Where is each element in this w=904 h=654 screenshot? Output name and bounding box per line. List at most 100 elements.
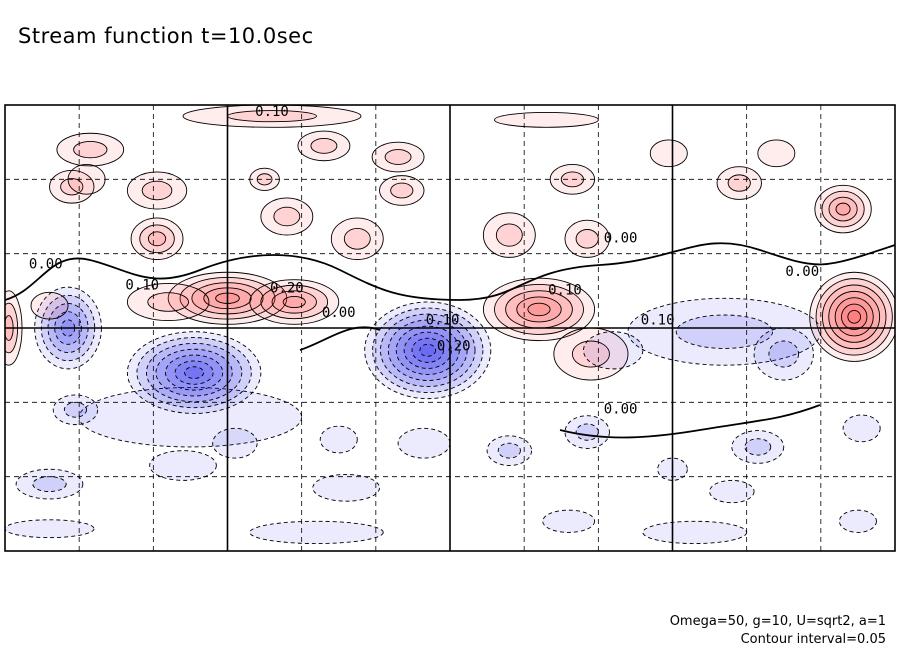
parameters-note: Omega=50, g=10, U=sqrt2, a=1 — [669, 614, 886, 629]
contour-label: 0.00 — [322, 305, 356, 321]
contour-line — [571, 340, 610, 368]
contour-line — [828, 290, 881, 343]
negative-contour-feature — [842, 414, 881, 443]
contour-line — [73, 140, 108, 159]
contour-line — [542, 509, 596, 533]
contour-line — [486, 435, 533, 466]
negative-contour-feature — [364, 301, 492, 400]
contour-line — [495, 223, 523, 247]
positive-contour-feature — [809, 271, 895, 362]
plot-frame — [4, 104, 896, 552]
positive-contour-feature — [649, 139, 688, 168]
contour-line — [56, 132, 125, 167]
positive-contour-feature — [330, 217, 384, 261]
contour-line — [330, 217, 384, 261]
contour-line — [310, 137, 338, 154]
contour-line — [212, 427, 258, 459]
contour-line — [821, 284, 887, 350]
negative-contour-feature — [709, 479, 755, 504]
negative-contour-feature — [731, 430, 785, 464]
contour-line — [847, 310, 862, 324]
positive-contour-feature — [371, 141, 425, 173]
contour-line — [184, 366, 205, 379]
contour-line — [757, 139, 796, 168]
contour-line — [397, 427, 451, 459]
contour-line — [249, 520, 384, 545]
contour-line — [384, 149, 412, 165]
contour-line — [731, 430, 785, 464]
positive-contour-feature — [49, 169, 95, 204]
contour-line — [575, 423, 599, 441]
contour-line — [768, 340, 800, 368]
positive-contour-feature — [494, 111, 599, 128]
contour-line — [835, 202, 851, 216]
contour-line — [63, 401, 88, 418]
contour-label: 0.00 — [604, 401, 638, 417]
contour-line — [147, 292, 190, 312]
negative-contour-feature — [627, 297, 822, 366]
contour-line — [716, 166, 762, 200]
contour-line — [147, 231, 167, 247]
positive-contour-feature — [249, 167, 280, 191]
chart-title: Stream function t=10.0sec — [18, 24, 314, 48]
contour-line — [312, 473, 380, 502]
negative-contour-feature — [542, 509, 596, 533]
contour-label: 0.10 — [125, 277, 159, 293]
negative-contour-feature — [312, 473, 380, 502]
contour-line — [126, 282, 210, 322]
contour-line — [282, 295, 306, 309]
positive-contour-feature — [564, 219, 610, 258]
contour-line — [379, 175, 425, 206]
contour-line — [814, 184, 872, 234]
contour-line — [564, 219, 610, 258]
contour-line — [419, 343, 437, 357]
contour-interval-note: Contour interval=0.05 — [740, 632, 886, 647]
zero-contour-line — [5, 242, 895, 301]
contour-label: 0.00 — [29, 257, 63, 273]
contour-line — [821, 190, 865, 228]
contour-line — [516, 296, 562, 323]
positive-contour-feature — [757, 139, 796, 168]
contour-line — [249, 279, 340, 325]
contour-line — [395, 325, 460, 375]
contour-line — [319, 425, 358, 454]
contour-line — [145, 342, 243, 403]
contour-label: 0.00 — [785, 264, 819, 280]
contour-line — [273, 206, 301, 227]
contour-line — [709, 479, 755, 504]
positive-contour-feature — [716, 166, 762, 200]
contour-label: 0.00 — [604, 231, 638, 247]
contour-line — [815, 278, 893, 356]
contour-line — [136, 337, 252, 409]
contour-line — [834, 297, 874, 337]
contour-line — [403, 331, 452, 369]
negative-contour-feature — [5, 519, 95, 539]
contour-line — [343, 227, 371, 250]
negative-contour-feature — [52, 394, 99, 426]
zero-contour-line — [559, 404, 821, 439]
contour-line — [260, 284, 329, 320]
contour-label: 0.10 — [641, 312, 675, 328]
contour-line — [390, 182, 414, 199]
grid-layer — [5, 105, 895, 551]
contour-line — [32, 476, 67, 492]
positive-contour-feature — [126, 171, 188, 210]
contour-line — [260, 197, 314, 236]
negative-contour-feature — [753, 327, 814, 381]
contour-line — [753, 327, 814, 381]
contour-line — [139, 224, 175, 254]
contour-line — [174, 360, 214, 385]
contour-label: 0.10 — [255, 104, 289, 120]
contour-label: 0.20 — [437, 338, 471, 354]
negative-contour-feature — [249, 520, 384, 545]
contour-line — [482, 212, 536, 258]
positive-contour-feature — [130, 217, 184, 261]
contour-line — [649, 139, 688, 168]
contour-line — [297, 130, 351, 162]
positive-contour-feature — [814, 184, 872, 234]
contour-label: 0.10 — [548, 283, 582, 299]
contour-line — [380, 313, 476, 387]
positive-contour-feature — [56, 132, 125, 167]
positive-contour-feature — [30, 291, 69, 320]
contour-line — [411, 337, 444, 363]
